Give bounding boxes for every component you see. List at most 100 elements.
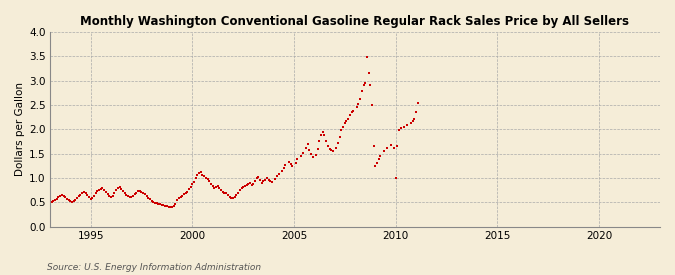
Point bbox=[105, 195, 116, 200]
Point bbox=[297, 150, 308, 155]
Point bbox=[253, 175, 264, 180]
Point bbox=[80, 190, 91, 195]
Point bbox=[290, 161, 301, 166]
Point bbox=[306, 152, 317, 156]
Point bbox=[354, 97, 365, 101]
Point bbox=[341, 118, 352, 123]
Point bbox=[165, 205, 176, 209]
Point bbox=[358, 83, 369, 88]
Point bbox=[94, 187, 105, 192]
Point bbox=[170, 202, 181, 206]
Point bbox=[117, 189, 128, 193]
Point bbox=[209, 185, 219, 190]
Point bbox=[241, 183, 252, 187]
Point bbox=[51, 197, 62, 201]
Point bbox=[109, 191, 120, 196]
Point bbox=[373, 157, 384, 162]
Point bbox=[223, 193, 234, 197]
Point bbox=[226, 196, 237, 200]
Point bbox=[104, 194, 115, 199]
Point bbox=[340, 121, 350, 126]
Point bbox=[114, 185, 125, 189]
Point bbox=[394, 128, 404, 133]
Point bbox=[78, 189, 89, 194]
Point bbox=[206, 182, 217, 186]
Point bbox=[363, 71, 374, 76]
Point bbox=[221, 191, 232, 196]
Point bbox=[115, 186, 126, 191]
Point bbox=[336, 128, 347, 133]
Point bbox=[323, 144, 333, 148]
Point bbox=[126, 195, 137, 200]
Point bbox=[367, 103, 377, 107]
Point bbox=[158, 203, 169, 207]
Point bbox=[369, 144, 379, 148]
Point bbox=[84, 195, 95, 200]
Point bbox=[390, 176, 401, 180]
Point bbox=[270, 177, 281, 182]
Point bbox=[238, 185, 248, 189]
Point bbox=[119, 191, 130, 196]
Point bbox=[319, 133, 330, 137]
Point bbox=[171, 198, 182, 202]
Point bbox=[227, 196, 238, 200]
Point bbox=[136, 189, 147, 194]
Point bbox=[184, 187, 194, 191]
Point bbox=[204, 179, 215, 183]
Point bbox=[261, 176, 272, 181]
Point bbox=[381, 145, 392, 150]
Point bbox=[389, 145, 400, 150]
Point bbox=[163, 204, 174, 209]
Point bbox=[140, 192, 151, 197]
Point bbox=[224, 195, 235, 199]
Point bbox=[216, 188, 227, 192]
Point bbox=[207, 184, 218, 188]
Point bbox=[317, 130, 328, 134]
Point bbox=[88, 194, 99, 198]
Point bbox=[50, 198, 61, 202]
Point bbox=[101, 189, 111, 194]
Point bbox=[346, 110, 357, 114]
Point bbox=[364, 83, 375, 88]
Point bbox=[361, 55, 372, 59]
Point bbox=[244, 181, 255, 185]
Point bbox=[233, 190, 244, 195]
Point bbox=[379, 149, 389, 153]
Point bbox=[263, 178, 274, 182]
Point bbox=[112, 185, 123, 190]
Point bbox=[200, 176, 211, 180]
Point bbox=[180, 191, 191, 196]
Point bbox=[302, 142, 313, 146]
Point bbox=[85, 197, 96, 201]
Point bbox=[295, 154, 306, 158]
Point bbox=[111, 188, 122, 192]
Point bbox=[61, 197, 72, 201]
Point bbox=[128, 194, 138, 199]
Point bbox=[314, 139, 325, 144]
Point bbox=[331, 145, 342, 150]
Point bbox=[272, 174, 283, 179]
Point bbox=[46, 200, 57, 204]
Point bbox=[327, 149, 338, 153]
Point bbox=[313, 147, 323, 151]
Point bbox=[197, 172, 208, 177]
Point bbox=[160, 204, 171, 208]
Point bbox=[236, 186, 247, 190]
Point bbox=[321, 139, 331, 144]
Point bbox=[246, 183, 257, 187]
Point bbox=[148, 200, 159, 204]
Point bbox=[138, 190, 148, 195]
Point bbox=[72, 196, 82, 200]
Point bbox=[107, 194, 118, 198]
Point bbox=[307, 155, 318, 160]
Title: Monthly Washington Conventional Gasoline Regular Rack Sales Price by All Sellers: Monthly Washington Conventional Gasoline… bbox=[80, 15, 630, 28]
Point bbox=[175, 195, 186, 199]
Point bbox=[278, 166, 289, 170]
Point bbox=[102, 192, 113, 196]
Point bbox=[95, 186, 106, 191]
Point bbox=[333, 141, 344, 145]
Point bbox=[187, 182, 198, 186]
Point bbox=[344, 112, 355, 117]
Point bbox=[370, 164, 381, 168]
Point bbox=[202, 177, 213, 181]
